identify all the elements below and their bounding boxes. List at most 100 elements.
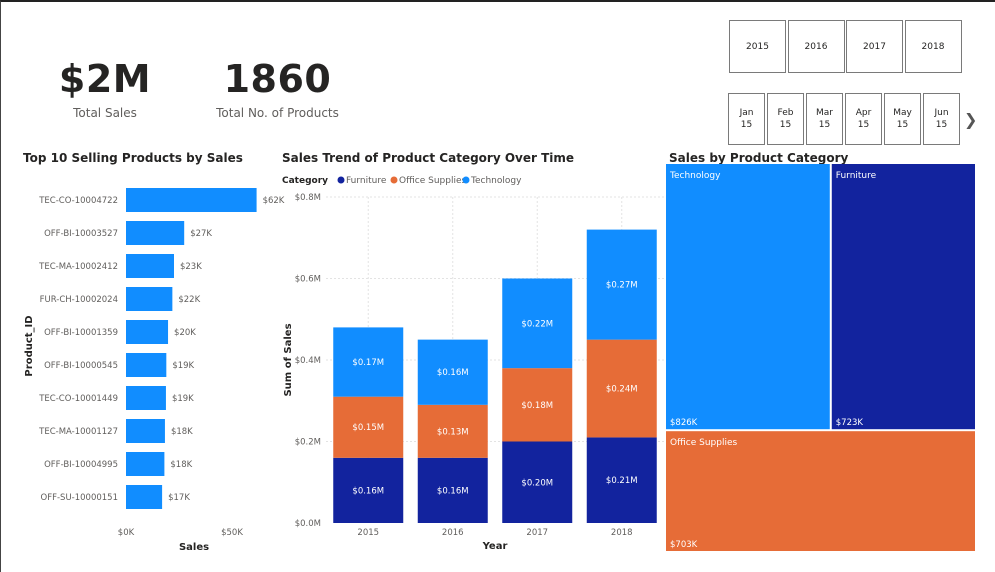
y-tick-label: FUR-CH-10002024 xyxy=(40,295,118,305)
month-slicer-year-label: 15 xyxy=(818,120,831,130)
data-label: $20K xyxy=(174,328,196,338)
legend-entry[interactable]: Technology xyxy=(470,176,522,186)
treemap-category-label: Technology xyxy=(669,171,721,181)
bar-segment[interactable] xyxy=(417,457,488,523)
category-treemap: Technology $826K Furniture $723K Office Supp… xyxy=(666,164,975,551)
bar[interactable] xyxy=(126,287,173,311)
bar-segment[interactable] xyxy=(333,396,404,458)
bar-segment[interactable] xyxy=(333,327,404,397)
month-slicer-year-label: 15 xyxy=(857,120,870,130)
data-label: $23K xyxy=(180,262,202,272)
bar-segment[interactable] xyxy=(417,404,488,458)
data-label: $0.16M xyxy=(352,486,384,496)
month-slicer-month-label: Jan xyxy=(739,108,754,118)
bar[interactable] xyxy=(126,452,165,476)
data-label: $0.13M xyxy=(437,427,469,437)
data-label: $0.20M xyxy=(521,478,553,488)
bar[interactable] xyxy=(126,254,174,278)
bar[interactable] xyxy=(126,320,169,344)
y-tick-label: $0.2M xyxy=(295,438,321,448)
y-tick-label: $0.8M xyxy=(295,193,321,203)
month-slicer-feb[interactable]: Feb 15 xyxy=(767,93,804,145)
legend-title: Category xyxy=(282,176,328,186)
legend-marker[interactable] xyxy=(462,176,470,184)
legend-marker[interactable] xyxy=(337,176,345,184)
data-label: $0.21M xyxy=(606,476,638,486)
data-label: $0.27M xyxy=(606,281,638,291)
data-label: $62K xyxy=(263,196,285,206)
legend-entry[interactable]: Office Supplies xyxy=(399,176,467,186)
bar-segment[interactable] xyxy=(502,368,573,442)
data-label: $22K xyxy=(178,295,200,305)
treemap-tile[interactable] xyxy=(666,431,975,551)
y-tick-label: TEC-CO-10004722 xyxy=(38,196,118,206)
data-label: $0.24M xyxy=(606,385,638,395)
kpi-total-products-value: 1860 xyxy=(223,57,332,101)
data-label: $0.15M xyxy=(352,423,384,433)
month-slicer-may[interactable]: May 15 xyxy=(884,93,921,145)
bar-segment[interactable] xyxy=(417,339,488,405)
bar[interactable] xyxy=(126,188,257,212)
y-tick-label: TEC-MA-10002412 xyxy=(38,262,118,272)
y-tick-label: OFF-BI-10001359 xyxy=(44,328,118,338)
category-treemap-title: Sales by Product Category xyxy=(669,151,849,165)
kpi-total-products-label: Total No. of Products xyxy=(216,106,339,120)
treemap-category-label: Furniture xyxy=(836,171,877,181)
month-slicer-year-label: 15 xyxy=(740,120,753,130)
y-tick-label: OFF-BI-10004995 xyxy=(44,460,118,470)
month-slicer-month-label: Mar xyxy=(816,108,833,118)
bar-segment[interactable] xyxy=(586,339,657,438)
treemap-value-label: $703K xyxy=(670,540,698,550)
y-tick-label: $0.4M xyxy=(295,356,321,366)
chevron-right-icon[interactable]: ❯ xyxy=(964,110,978,129)
month-slicer-year-label: 15 xyxy=(935,120,948,130)
month-slicer-jun[interactable]: Jun 15 xyxy=(923,93,960,145)
kpi-total-sales-label: Total Sales xyxy=(73,106,137,120)
month-slicer-month-label: Apr xyxy=(855,108,872,118)
data-label: $18K xyxy=(170,460,192,470)
treemap-category-label: Office Supplies xyxy=(670,438,738,448)
kpi-total-sales[interactable]: $2M Total Sales xyxy=(40,58,170,120)
treemap-tile[interactable] xyxy=(831,164,975,430)
treemap-value-label: $723K xyxy=(836,418,864,428)
year-slicer-2018[interactable]: 2018 xyxy=(904,20,962,73)
month-slicer-month-label: Feb xyxy=(777,108,794,118)
data-label: $0.17M xyxy=(352,358,384,368)
y-tick-label: $0.6M xyxy=(295,275,321,285)
year-slicer-2015[interactable]: 2015 xyxy=(729,20,786,73)
month-slicer-apr[interactable]: Apr 15 xyxy=(845,93,882,145)
bar[interactable] xyxy=(126,485,163,509)
legend-entry[interactable]: Furniture xyxy=(346,176,387,186)
bar-segment[interactable] xyxy=(502,278,573,369)
bar[interactable] xyxy=(126,419,165,443)
legend-marker[interactable] xyxy=(390,176,398,184)
top-products-title: Top 10 Selling Products by Sales xyxy=(23,151,243,165)
x-axis-title: Sales xyxy=(179,542,209,553)
bar[interactable] xyxy=(126,386,166,410)
bar-segment[interactable] xyxy=(586,229,657,340)
y-tick-label: OFF-BI-10003527 xyxy=(44,229,118,239)
kpi-total-products[interactable]: 1860 Total No. of Products xyxy=(205,58,350,120)
bar[interactable] xyxy=(126,353,167,377)
y-axis-title: Sum of Sales xyxy=(283,323,294,396)
month-slicer-jan[interactable]: Jan 15 xyxy=(728,93,765,145)
x-tick-label: 2016 xyxy=(442,528,464,538)
month-slicer-month-label: Jun xyxy=(934,108,949,118)
year-slicer-2017[interactable]: 2017 xyxy=(846,20,903,73)
data-label: $19K xyxy=(172,361,194,371)
data-label: $0.16M xyxy=(437,486,469,496)
data-label: $19K xyxy=(172,394,194,404)
x-tick-label: $50K xyxy=(221,528,243,538)
treemap-tile[interactable] xyxy=(666,164,830,430)
y-tick-label: TEC-MA-10001127 xyxy=(38,427,118,437)
x-tick-label: 2017 xyxy=(526,528,548,538)
month-slicer-mar[interactable]: Mar 15 xyxy=(806,93,843,145)
year-slicer-2016[interactable]: 2016 xyxy=(787,20,845,73)
bar-segment[interactable] xyxy=(502,441,573,524)
bar[interactable] xyxy=(126,221,185,245)
y-axis-title: Product_ID xyxy=(24,315,35,376)
bar-segment[interactable] xyxy=(586,437,657,523)
treemap-value-label: $826K xyxy=(670,418,698,428)
bar-segment[interactable] xyxy=(333,457,404,523)
sales-trend-chart: Category Furniture Office Supplies Technolo… xyxy=(282,176,664,552)
